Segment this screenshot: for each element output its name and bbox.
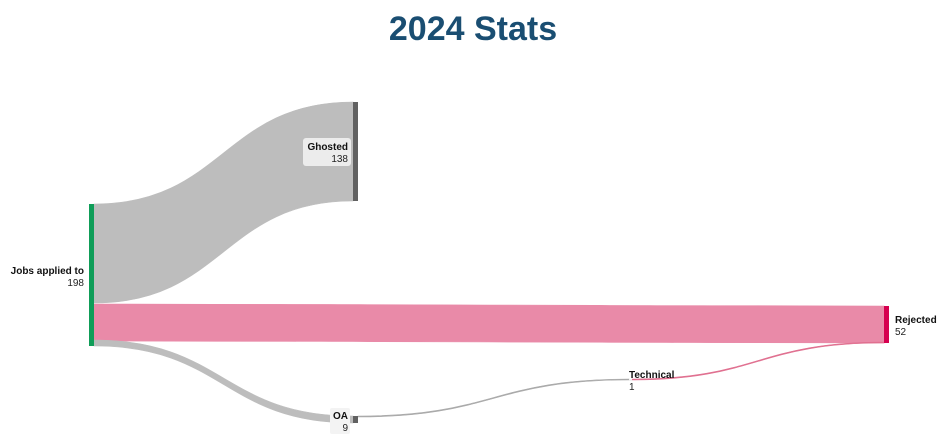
node-bar-rejected[interactable] [884, 306, 889, 343]
node-label-oa: OA [333, 411, 348, 422]
node-value-rejected: 52 [895, 327, 907, 338]
node-bar-ghosted[interactable] [353, 102, 358, 201]
node-label-rejected: Rejected [895, 315, 937, 326]
node-value-technical: 1 [629, 382, 635, 393]
link-applied-to-ghosted[interactable] [93, 101, 354, 304]
chart-title: 2024 Stats [389, 10, 557, 48]
oa-label-background [330, 408, 350, 434]
node-label-jobs-applied: Jobs applied to [11, 266, 84, 277]
node-bar-jobs-applied[interactable] [89, 204, 94, 346]
node-label-technical: Technical [629, 370, 675, 381]
link-oa-to-technical[interactable] [357, 378, 630, 418]
node-value-jobs-applied: 198 [67, 278, 84, 289]
link-applied-to-rejected[interactable] [93, 303, 885, 344]
node-bar-technical[interactable] [629, 379, 632, 381]
node-label-ghosted: Ghosted [307, 142, 348, 153]
node-bar-oa[interactable] [353, 416, 358, 423]
ghosted-label-background [303, 138, 351, 166]
node-value-oa: 9 [342, 423, 348, 434]
node-value-ghosted: 138 [331, 154, 348, 165]
link-applied-to-oa[interactable] [93, 339, 354, 424]
